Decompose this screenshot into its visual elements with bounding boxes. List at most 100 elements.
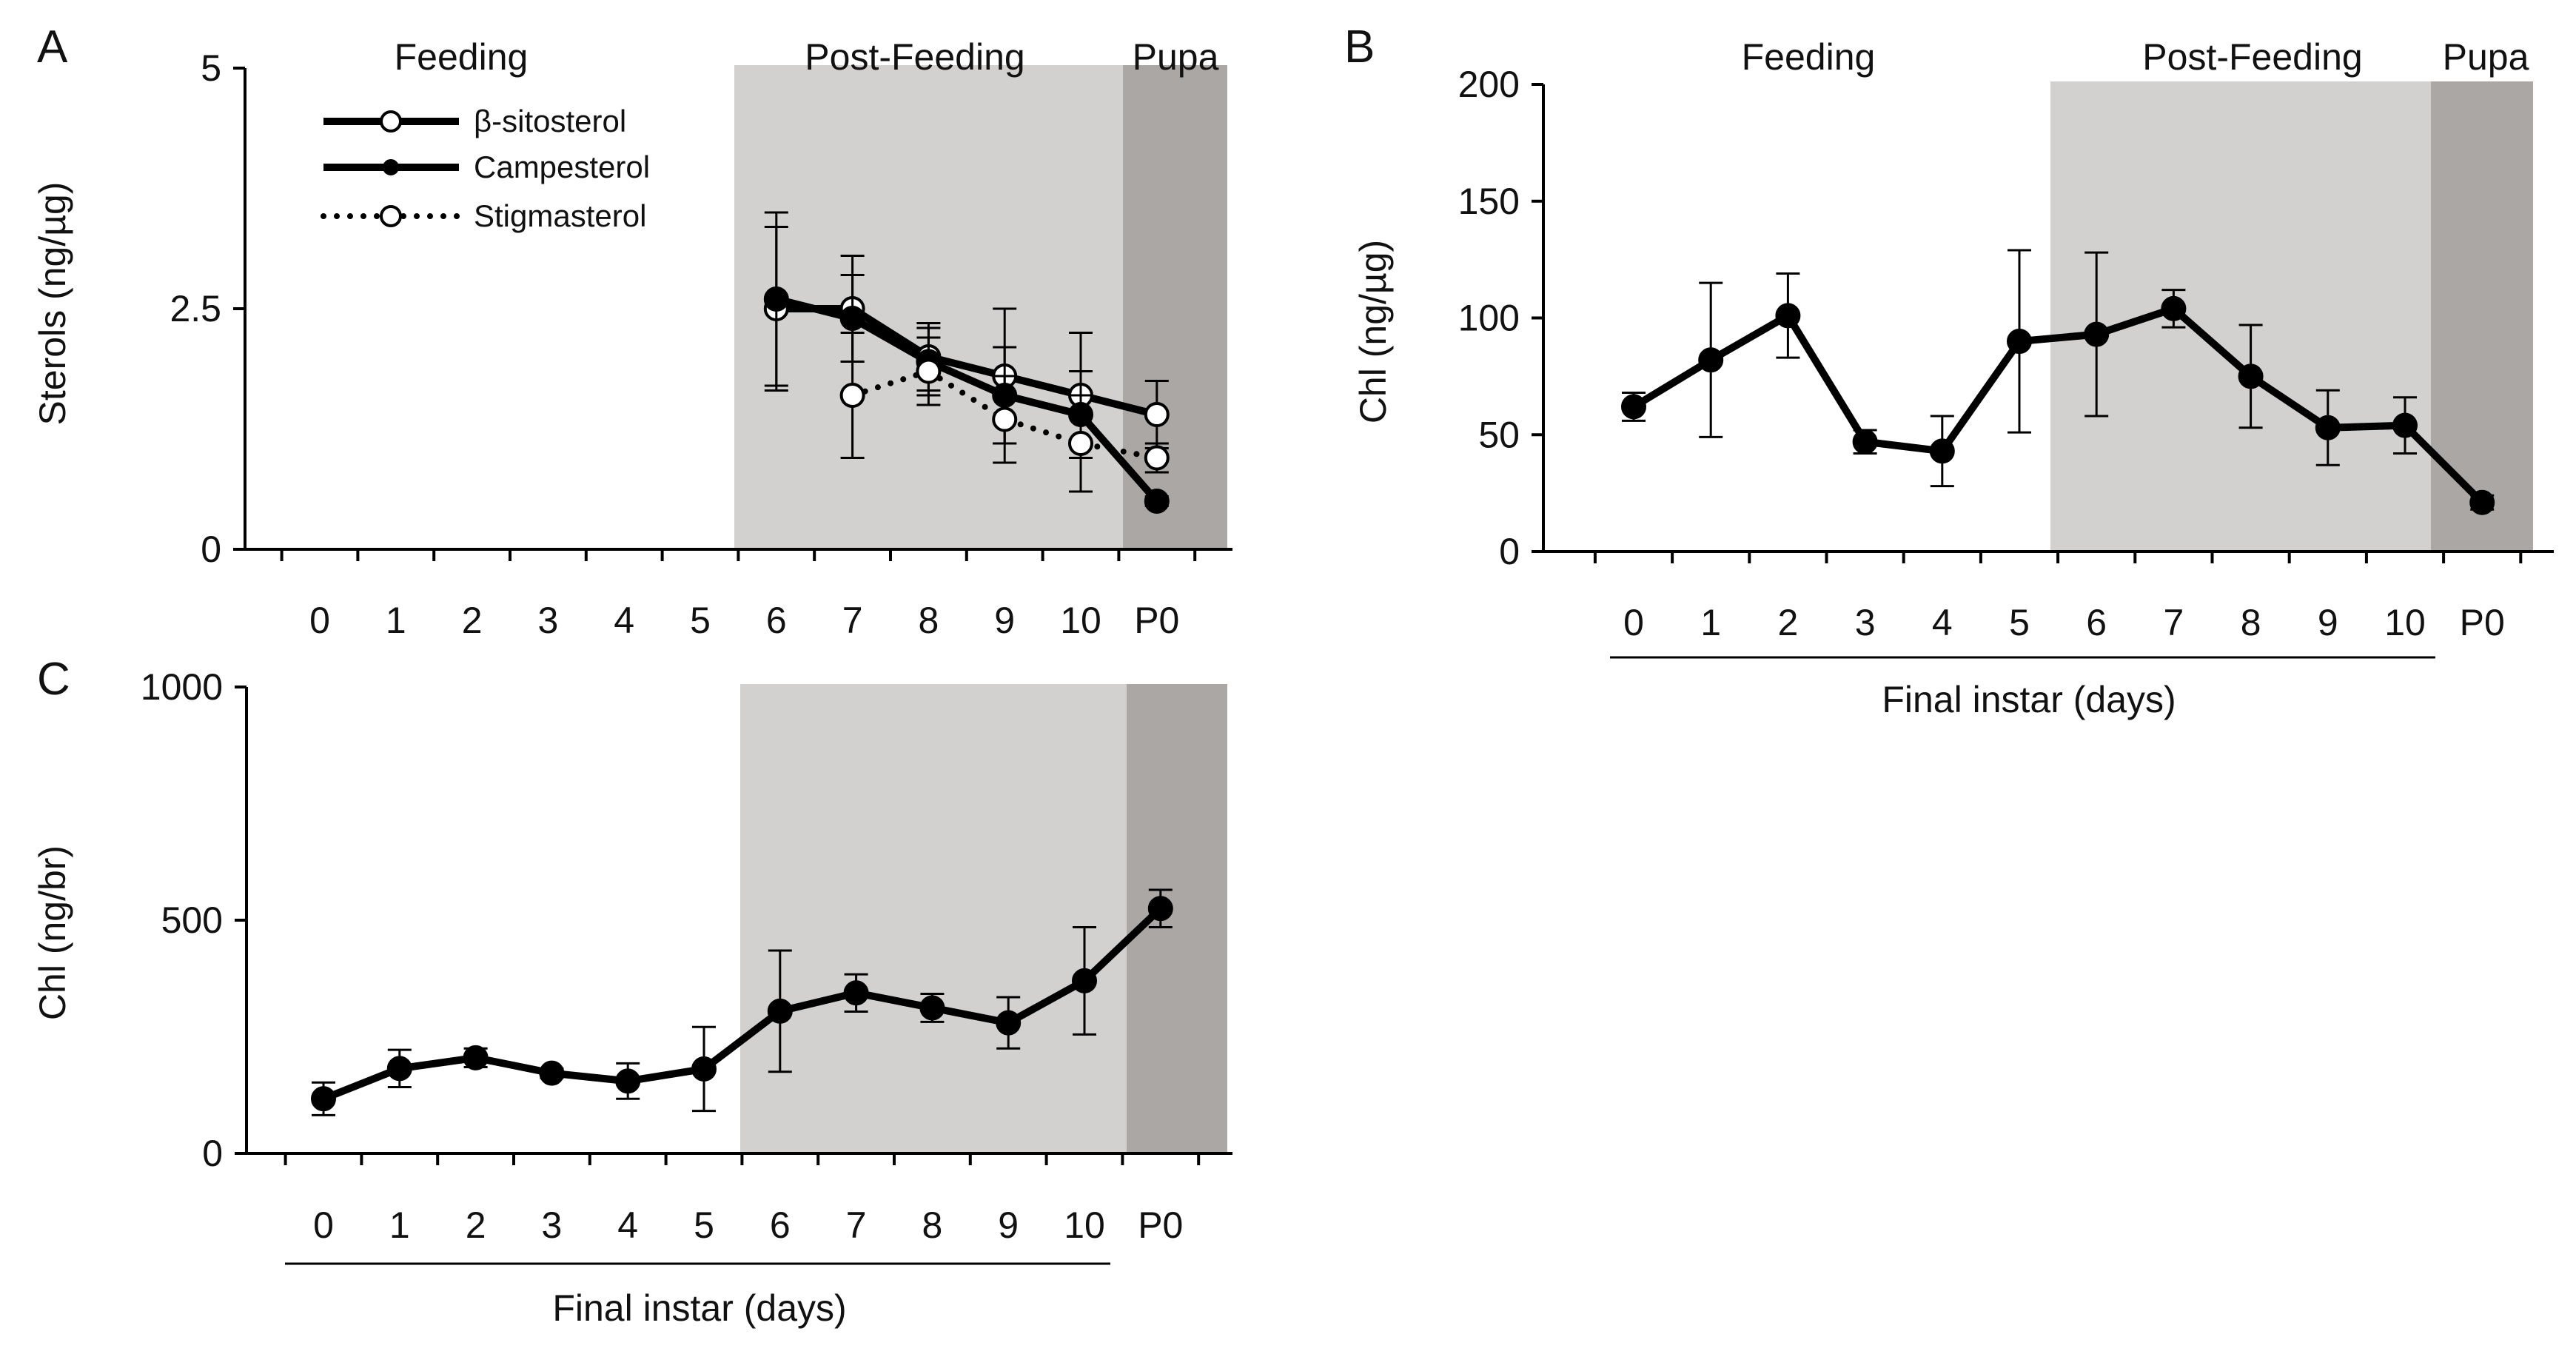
- series-chl: [1621, 249, 2495, 515]
- x-tick-label: 4: [1932, 602, 1953, 643]
- x-tick-label: 7: [842, 600, 863, 641]
- data-point: [2469, 489, 2495, 515]
- data-point: [1144, 489, 1170, 514]
- x-tick-label: 7: [846, 1204, 867, 1246]
- data-point: [839, 306, 865, 331]
- y-tick-label: 500: [161, 899, 223, 941]
- x-tick-label: 7: [2163, 602, 2184, 643]
- legend-item-stigmasterol: Stigmasterol: [321, 198, 646, 233]
- data-point: [463, 1045, 489, 1070]
- legend-item-campesterol: Campesterol: [323, 150, 650, 184]
- x-tick-label: 10: [1060, 600, 1101, 641]
- y-tick-label: 150: [1458, 181, 1520, 222]
- y-tick-label: 200: [1458, 64, 1520, 105]
- data-point: [2084, 321, 2110, 347]
- x-tick-label: 8: [918, 600, 939, 641]
- legend-marker: [383, 159, 399, 175]
- x-tick-label: P0: [1134, 600, 1179, 641]
- x-tick-label: 0: [309, 600, 330, 641]
- y-axis-label: Chl (ng/µg): [1352, 240, 1394, 423]
- phase-label-feeding: Feeding: [395, 36, 529, 78]
- x-axis-label: Final instar (days): [552, 1287, 846, 1329]
- x-tick-label: 4: [617, 1204, 638, 1246]
- post-feeding-region: [740, 684, 1127, 1153]
- x-tick-label: 1: [1700, 602, 1721, 643]
- y-tick-label: 1000: [141, 666, 223, 708]
- phase-label-pupa: Pupa: [2443, 36, 2529, 78]
- data-point: [843, 980, 869, 1006]
- data-point: [539, 1060, 565, 1086]
- y-tick-label: 50: [1478, 414, 1520, 455]
- data-point: [2238, 363, 2264, 389]
- data-point: [311, 1086, 336, 1112]
- data-point: [919, 995, 945, 1021]
- pupa-region: [1123, 65, 1227, 549]
- x-tick-label: 1: [389, 1204, 410, 1246]
- y-tick-label: 2.5: [170, 288, 221, 329]
- y-tick-label: 0: [1499, 531, 1520, 572]
- data-point: [1068, 431, 1093, 456]
- x-tick-label: 2: [462, 600, 483, 641]
- data-point: [691, 1056, 717, 1082]
- panel-a: A 0 2.5 5 0 1 2 3 4 5 6 7 8 9 10 P0 β-sitosterol Campes…: [32, 21, 1232, 641]
- y-tick-label: 0: [202, 1133, 223, 1174]
- y-axis-label: Chl (ng/br): [32, 845, 73, 1020]
- phase-label-pupa: Pupa: [1133, 36, 1219, 78]
- series-stigmasterol: [839, 332, 1170, 493]
- post-feeding-region: [2050, 81, 2431, 552]
- data-point: [1698, 347, 1724, 373]
- x-tick-label: 10: [2384, 602, 2426, 643]
- x-tick-label: 6: [766, 600, 787, 641]
- data-point: [916, 358, 942, 384]
- panel-a-letter: A: [37, 21, 68, 73]
- x-tick-label: P0: [1138, 1204, 1183, 1246]
- legend-label: β-sitosterol: [474, 104, 626, 138]
- y-tick-label: 5: [201, 47, 221, 89]
- legend-marker: [380, 205, 402, 227]
- phase-label-post-feeding: Post-Feeding: [2142, 36, 2362, 78]
- x-tick-label: 8: [922, 1204, 942, 1246]
- data-point: [1072, 968, 1097, 993]
- legend-label: Stigmasterol: [474, 198, 646, 233]
- legend-item-sitosterol: β-sitosterol: [323, 104, 626, 138]
- x-tick-label: 5: [2009, 602, 2030, 643]
- panel-c: C 0 500 1000 0 1 2 3 4 5 6 7 8 9 10 P0 Chl (ng/br) Fin…: [32, 654, 1232, 1329]
- x-tick-label: 0: [1623, 602, 1644, 643]
- x-tick-label: 3: [1855, 602, 1876, 643]
- data-point: [839, 383, 865, 408]
- data-point: [1147, 896, 1173, 922]
- y-axis-label: Sterols (ng/µg): [32, 182, 73, 426]
- x-tick-label: 9: [2318, 602, 2338, 643]
- x-axis-label: Final instar (days): [1882, 679, 2176, 720]
- x-tick-label: 9: [998, 1204, 1019, 1246]
- phase-label-post-feeding: Post-Feeding: [805, 36, 1024, 78]
- data-point: [1929, 438, 1955, 464]
- legend-label: Campesterol: [474, 150, 650, 184]
- series-line: [1631, 304, 2485, 506]
- data-point: [1144, 445, 1170, 471]
- x-tick-label: 2: [1777, 602, 1798, 643]
- data-point: [2007, 329, 2032, 355]
- x-tick-label: 2: [466, 1204, 486, 1246]
- phase-label-feeding: Feeding: [1742, 36, 1876, 78]
- data-point: [1775, 303, 1801, 329]
- pupa-region: [1127, 684, 1227, 1153]
- data-point: [992, 406, 1018, 432]
- series-line: [849, 368, 1160, 461]
- x-tick-label: 6: [770, 1204, 791, 1246]
- x-tick-label: 3: [537, 600, 558, 641]
- y-tick-label: 0: [201, 529, 221, 570]
- panel-c-letter: C: [37, 654, 70, 705]
- x-tick-label: P0: [2460, 602, 2505, 643]
- x-tick-label: 8: [2241, 602, 2261, 643]
- data-point: [386, 1056, 412, 1082]
- x-tick-label: 0: [313, 1204, 334, 1246]
- x-tick-label: 3: [541, 1204, 562, 1246]
- data-point: [2392, 412, 2418, 438]
- data-point: [1852, 429, 1878, 455]
- series-line: [776, 305, 1158, 418]
- data-point: [763, 286, 789, 312]
- x-tick-label: 10: [1064, 1204, 1105, 1246]
- data-point: [1621, 394, 1646, 420]
